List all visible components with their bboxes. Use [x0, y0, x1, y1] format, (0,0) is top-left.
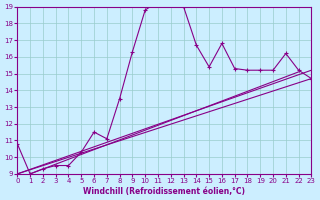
X-axis label: Windchill (Refroidissement éolien,°C): Windchill (Refroidissement éolien,°C) — [84, 187, 245, 196]
